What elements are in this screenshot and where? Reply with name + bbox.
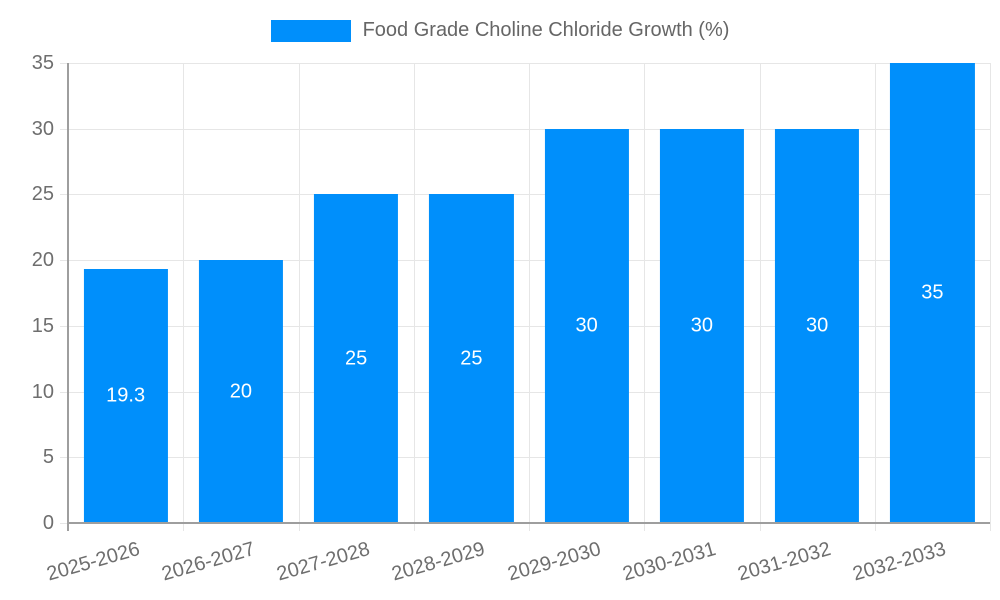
y-tick-label: 25 (31, 183, 54, 206)
x-tick-label: 2027-2028 (274, 537, 373, 586)
y-tick-label: 10 (31, 380, 54, 403)
y-axis-labels: 0 5 10 15 20 25 30 35 (0, 53, 54, 533)
bar[interactable]: 25 (429, 194, 514, 523)
bar[interactable]: 25 (314, 194, 399, 523)
legend-swatch (270, 19, 351, 42)
bar[interactable]: 30 (659, 128, 744, 523)
bar[interactable]: 19.3 (83, 269, 168, 523)
legend[interactable]: Food Grade Choline Chloride Growth (%) (0, 19, 1000, 42)
gridline-vertical (990, 63, 991, 531)
x-tick-label: 2026-2027 (159, 537, 258, 586)
gridline-vertical (413, 63, 415, 531)
bar-value-label: 20 (229, 380, 252, 403)
x-tick-label: 2031-2032 (735, 537, 834, 586)
x-axis-labels: 2025-2026 2026-2027 2027-2028 2028-2029 2029… (44, 523, 990, 600)
legend-label: Food Grade Choline Chloride Growth (%) (362, 19, 730, 41)
gridline-horizontal (60, 391, 990, 393)
x-tick-label: 2032-2033 (850, 537, 949, 586)
bar[interactable]: 35 (890, 63, 975, 523)
gridline-horizontal (60, 325, 990, 327)
gridline-vertical (874, 63, 876, 531)
bar-value-label: 25 (460, 347, 483, 370)
gridline-horizontal (60, 194, 990, 196)
bar-value-label: 30 (575, 314, 598, 337)
bar-value-label: 19.3 (106, 384, 146, 407)
y-axis-line (67, 63, 69, 531)
gridline-vertical (529, 63, 530, 531)
plot-area: 19.3 20 25 25 30 30 30 35 (60, 63, 991, 531)
y-tick-label: 20 (31, 249, 54, 272)
gridline-vertical (759, 63, 761, 531)
gridline-vertical (644, 63, 646, 531)
gridline-horizontal (60, 63, 990, 64)
gridline-horizontal (60, 128, 990, 130)
gridline-vertical (183, 63, 185, 531)
y-tick-label: 30 (31, 117, 54, 140)
y-tick-label: 0 (42, 512, 54, 534)
bar[interactable]: 30 (775, 128, 860, 523)
y-tick-label: 5 (42, 446, 54, 469)
x-tick-label: 2028-2029 (389, 537, 488, 586)
y-tick-label: 15 (31, 314, 54, 337)
bar-value-label: 25 (345, 347, 368, 370)
x-axis-line (68, 522, 990, 524)
bar[interactable]: 20 (198, 260, 283, 523)
bar-value-label: 30 (690, 314, 713, 337)
bar-value-label: 30 (806, 314, 829, 337)
gridline-horizontal (60, 260, 990, 262)
bar-value-label: 35 (921, 281, 944, 304)
gridline-horizontal (60, 457, 990, 459)
x-tick-label: 2025-2026 (43, 537, 142, 586)
x-tick-label: 2030-2031 (620, 537, 719, 586)
gridline-vertical (298, 63, 300, 531)
bar[interactable]: 30 (544, 128, 629, 523)
x-tick-label: 2029-2030 (504, 537, 603, 586)
y-tick-label: 35 (31, 52, 54, 74)
